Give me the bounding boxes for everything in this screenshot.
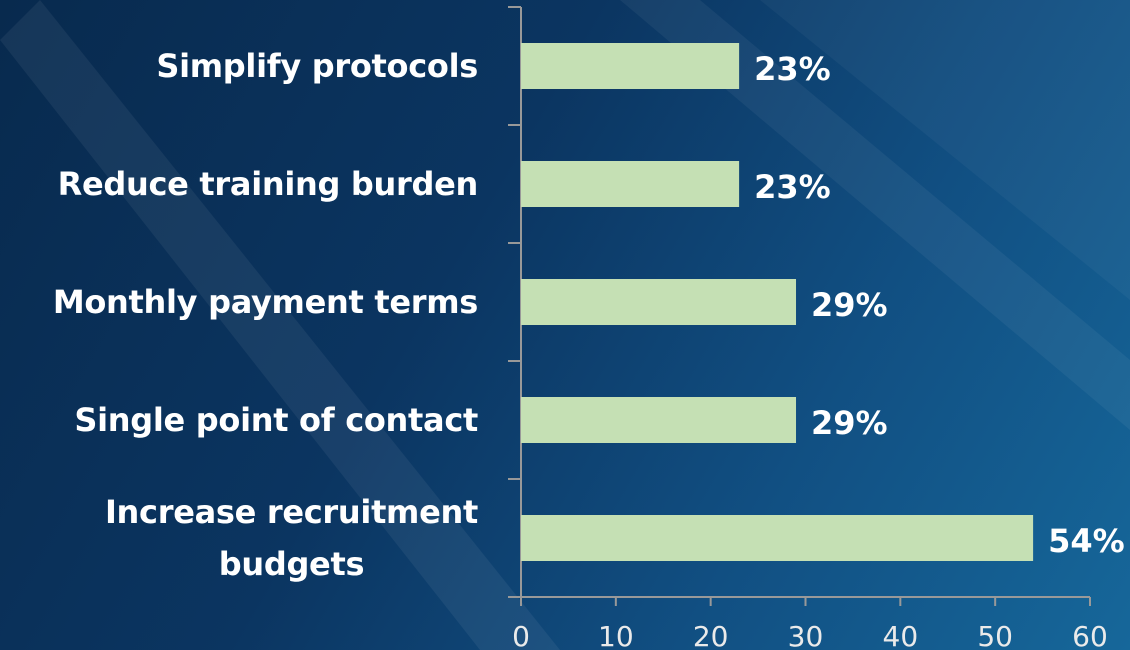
decor-stripe (0, 0, 560, 650)
category-label: Reduce training burden (57, 165, 479, 203)
x-tick-label: 60 (1072, 620, 1108, 650)
value-label: 54% (1048, 522, 1125, 560)
category-label: Single point of contact (74, 401, 478, 439)
bar (521, 397, 797, 443)
x-tick-label: 0 (512, 620, 530, 650)
value-label: 29% (811, 286, 888, 324)
category-label: Simplify protocols (156, 47, 478, 85)
category-label: Monthly payment terms (52, 283, 478, 321)
x-tick-label: 40 (883, 620, 919, 650)
category-label: Increase recruitment budgets (104, 493, 478, 583)
x-tick-label: 30 (788, 620, 824, 650)
bar (521, 515, 1034, 561)
decor-stripe (760, 0, 1130, 300)
bar (521, 43, 740, 89)
x-tick-label: 50 (977, 620, 1013, 650)
value-label: 29% (811, 404, 888, 442)
decor-stripe (620, 0, 1130, 430)
x-tick-label: 20 (693, 620, 729, 650)
value-label: 23% (754, 168, 831, 206)
bar (521, 161, 740, 207)
bar (521, 279, 797, 325)
value-label: 23% (754, 50, 831, 88)
x-tick-label: 10 (598, 620, 634, 650)
